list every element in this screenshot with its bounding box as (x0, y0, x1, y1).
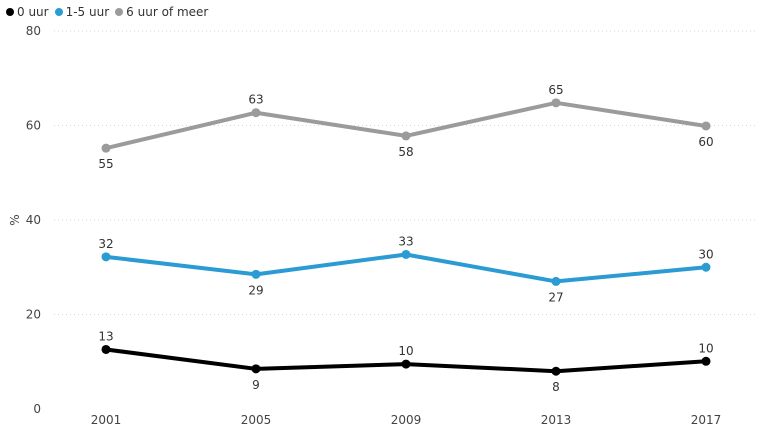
y-tick-label-80: 80 (26, 24, 41, 38)
legend-item-0-uur[interactable]: 0 uur (6, 5, 49, 19)
x-tick-label-2013: 2013 (541, 413, 572, 427)
legend-marker-6-uur-of-meer (115, 8, 124, 16)
data-label-6-uur-of-meer-2001: 55 (98, 157, 113, 171)
y-tick-label-60: 60 (26, 119, 41, 133)
x-tick-label-2009: 2009 (391, 413, 422, 427)
data-point-0-uur-2005 (251, 364, 261, 374)
legend-item-1-5-uur[interactable]: 1-5 uur (54, 5, 110, 19)
data-point-0-uur-2001 (101, 344, 111, 354)
data-label-1-5-uur-2005: 29 (248, 283, 263, 297)
data-point-6-uur-of-meer-2005 (251, 108, 261, 118)
data-point-1-5-uur-2009 (401, 249, 411, 259)
data-point-0-uur-2017 (701, 356, 711, 366)
x-tick-label-2001: 2001 (91, 413, 122, 427)
data-point-1-5-uur-2001 (101, 252, 111, 262)
data-label-1-5-uur-2009: 33 (398, 234, 413, 248)
data-label-6-uur-of-meer-2009: 58 (398, 145, 413, 159)
data-label-6-uur-of-meer-2017: 60 (698, 135, 713, 149)
legend-marker-0-uur (6, 8, 14, 16)
data-label-1-5-uur-2001: 32 (98, 237, 113, 251)
data-label-0-uur-2017: 10 (698, 341, 713, 355)
legend-label-0-uur: 0 uur (17, 5, 49, 19)
legend: 0 uur 1-5 uur 6 uur of meer (6, 5, 214, 19)
y-tick-label-40: 40 (26, 213, 41, 227)
y-tick-label-20: 20 (26, 308, 41, 322)
data-label-1-5-uur-2017: 30 (698, 247, 713, 261)
data-label-0-uur-2005: 9 (252, 378, 260, 392)
data-label-6-uur-of-meer-2005: 63 (248, 93, 263, 107)
legend-label-1-5-uur: 1-5 uur (65, 5, 110, 19)
data-point-1-5-uur-2005 (251, 269, 261, 279)
data-label-0-uur-2013: 8 (552, 380, 560, 394)
data-point-1-5-uur-2013 (551, 276, 561, 286)
legend-marker-1-5-uur (54, 8, 63, 16)
y-axis-ticks: 0 20 40 60 80 (26, 24, 41, 416)
legend-label-6-uur-of-meer: 6 uur of meer (126, 5, 209, 19)
y-tick-label-0: 0 (33, 402, 41, 416)
data-point-6-uur-of-meer-2017 (701, 121, 711, 131)
series-group: 13 9 10 8 10 32 29 33 27 30 55 63 58 65 60 (98, 83, 713, 394)
data-point-1-5-uur-2017 (701, 262, 711, 272)
data-point-0-uur-2009 (401, 359, 411, 369)
data-point-6-uur-of-meer-2009 (401, 131, 411, 141)
data-label-0-uur-2009: 10 (398, 344, 413, 358)
x-tick-label-2005: 2005 (241, 413, 272, 427)
data-label-0-uur-2001: 13 (98, 329, 113, 343)
gridlines (54, 30, 755, 315)
data-point-0-uur-2013 (551, 366, 561, 376)
x-tick-label-2017: 2017 (691, 413, 722, 427)
data-point-6-uur-of-meer-2001 (101, 143, 111, 153)
y-axis-label: % (8, 214, 22, 225)
data-label-6-uur-of-meer-2013: 65 (548, 83, 563, 97)
x-axis-ticks: 2001 2005 2009 2013 2017 (91, 413, 722, 427)
data-point-6-uur-of-meer-2013 (551, 98, 561, 108)
data-label-1-5-uur-2013: 27 (548, 290, 563, 304)
legend-item-6-uur-of-meer[interactable]: 6 uur of meer (115, 5, 208, 19)
